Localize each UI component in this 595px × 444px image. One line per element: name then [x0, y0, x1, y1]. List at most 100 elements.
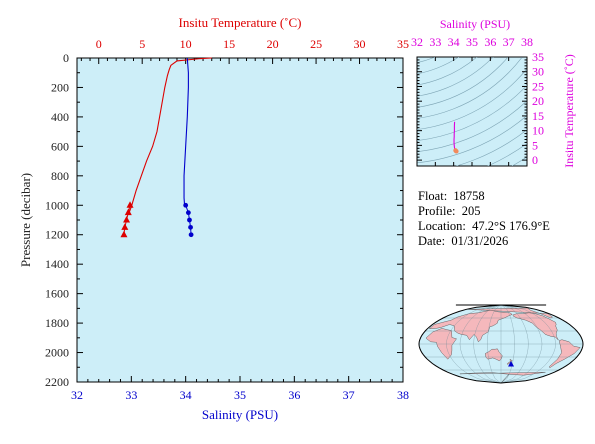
ts-temperature-tick-label: 20: [532, 94, 544, 108]
profile-value: 205: [461, 204, 481, 218]
density-contour: [417, 57, 436, 63]
salinity-tick-label: 34: [180, 388, 192, 402]
date-row: Date: 01/31/2026: [418, 234, 550, 249]
location-value: 47.2°S 176.9°E: [472, 219, 550, 233]
temperature-profile-line: [128, 57, 212, 213]
map-outline: [418, 304, 584, 384]
float-location-marker: [508, 360, 515, 367]
temperature-tick-label: 35: [397, 37, 409, 51]
pressure-tick-label: 800: [51, 169, 69, 183]
ts-salinity-tick-label: 36: [484, 35, 496, 49]
salinity-profile-line: [183, 57, 189, 206]
salinity-marker: [188, 224, 193, 230]
map-meridian: [500, 305, 556, 383]
pressure-tick-label: 1400: [45, 257, 69, 271]
pressure-tick-label: 1000: [45, 198, 69, 212]
map-graticule: [419, 305, 583, 383]
salinity-tick-label: 32: [71, 388, 83, 402]
temperature-tick-label: 20: [267, 37, 279, 51]
ts-series: [453, 121, 459, 154]
pressure-tick-label: 2000: [45, 346, 69, 360]
ts-temperature-tick-label: 0: [532, 153, 538, 167]
pressure-tick-label: 200: [51, 80, 69, 94]
profile-plot: 0200400600800100012001400160018002000220…: [18, 15, 409, 422]
ts-temperature-tick-label: 35: [532, 50, 544, 64]
salinity-tick-label: 36: [288, 388, 300, 402]
salinity-marker: [188, 232, 194, 238]
salinity-marker: [183, 202, 189, 208]
ts-ticks: [416, 56, 528, 166]
temperature-marker: [126, 201, 134, 208]
profile-label: Profile:: [418, 204, 456, 218]
salinity-marker: [185, 210, 191, 216]
pressure-tick-label: 600: [51, 139, 69, 153]
map-meridian: [487, 305, 502, 383]
ts-salinity-axis-title: Salinity (PSU): [440, 17, 510, 31]
salinity-tick-label: 38: [397, 388, 409, 402]
map-meridian: [473, 305, 502, 383]
temperature-marker: [124, 208, 132, 216]
map-meridian: [446, 305, 502, 383]
pressure-tick-label: 1600: [45, 287, 69, 301]
world-map: [418, 304, 584, 384]
temperature-tick-label: 0: [96, 37, 102, 51]
ts-salinity-tick-label: 34: [448, 35, 460, 49]
map-meridian: [500, 305, 515, 383]
map-meridian: [459, 305, 502, 383]
profile-series: [120, 57, 212, 238]
date-value: 01/31/2026: [451, 234, 509, 248]
profile-row: Profile: 205: [418, 204, 550, 219]
ts-temperature-tick-label: 30: [532, 65, 544, 79]
map-land-greenland: [467, 307, 553, 319]
float-id-label: Float:: [418, 189, 448, 203]
salinity-tick-label: 37: [343, 388, 355, 402]
temperature-tick-label: 5: [139, 37, 145, 51]
profile-plot-area: [76, 57, 404, 383]
temperature-tick-label: 25: [310, 37, 322, 51]
salinity-tick-label: 35: [234, 388, 246, 402]
temperature-tick-label: 15: [223, 37, 235, 51]
temperature-tick-label: 30: [354, 37, 366, 51]
date-label: Date:: [418, 234, 446, 248]
temperature-marker: [121, 223, 129, 230]
pressure-tick-label: 0: [63, 51, 69, 65]
ts-salinity-tick-label: 32: [411, 35, 423, 49]
ts-temperature-tick-label: 10: [532, 124, 544, 138]
profile-tick-labels: 0200400600800100012001400160018002000220…: [45, 37, 409, 402]
ts-deep-point: [454, 149, 459, 154]
salinity-marker: [187, 217, 192, 223]
ts-plot-area: [416, 56, 528, 167]
ts-salinity-tick-label: 33: [429, 35, 441, 49]
pressure-tick-label: 400: [51, 110, 69, 124]
map-land-south-america: [549, 339, 581, 369]
ts-temperature-tick-label: 15: [532, 109, 544, 123]
pressure-tick-label: 2200: [45, 375, 69, 389]
ts-salinity-tick-label: 38: [521, 35, 533, 49]
map-meridian: [500, 305, 529, 383]
map-meridian: [500, 305, 543, 383]
profile-ticks: [76, 57, 404, 383]
temperature-tick-label: 10: [180, 37, 192, 51]
ts-salinity-tick-label: 37: [503, 35, 515, 49]
temperature-axis-title: Insitu Temperature (˚C): [178, 15, 301, 30]
ts-temperature-tick-label: 25: [532, 79, 544, 93]
map-land-africa: [425, 328, 457, 360]
temperature-marker: [120, 230, 128, 238]
float-id-row: Float: 18758: [418, 189, 550, 204]
pressure-tick-label: 1200: [45, 228, 69, 242]
pressure-axis-title: Pressure (decibar): [18, 173, 33, 267]
location-row: Location: 47.2°S 176.9°E: [418, 219, 550, 234]
ts-temperature-tick-label: 5: [532, 138, 538, 152]
pressure-tick-label: 1800: [45, 316, 69, 330]
temperature-marker: [123, 216, 131, 223]
salinity-axis-title: Salinity (PSU): [202, 407, 278, 422]
ts-temperature-axis-title: Insitu Temperature (˚C): [562, 54, 576, 168]
location-label: Location:: [418, 219, 466, 233]
salinity-tick-label: 33: [125, 388, 137, 402]
ts-salinity-tick-label: 35: [466, 35, 478, 49]
float-info: Float: 18758 Profile: 205 Location: 47.2…: [418, 189, 550, 249]
